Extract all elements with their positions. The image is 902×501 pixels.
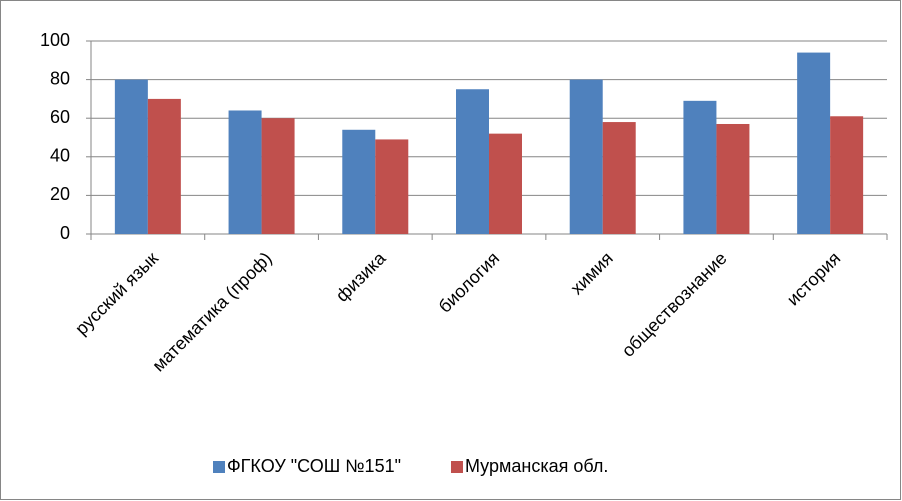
legend-label: Мурманская обл.: [465, 456, 608, 476]
bar: [683, 100, 717, 234]
y-tick-label: 100: [40, 30, 70, 50]
bar: [456, 89, 489, 234]
y-tick-label: 20: [50, 184, 70, 204]
bar: [602, 122, 636, 234]
bar: [114, 79, 148, 234]
legend-label: ФГКОУ "СОШ №151": [227, 456, 401, 476]
bar: [261, 118, 295, 234]
legend-swatch: [213, 461, 225, 473]
bar: [716, 123, 750, 234]
legend-swatch: [450, 461, 463, 473]
y-tick-label: 0: [60, 223, 70, 243]
y-tick-label: 80: [50, 68, 70, 88]
bar: [228, 110, 262, 234]
bar: [375, 139, 409, 234]
y-tick-label: 60: [50, 107, 70, 127]
bar: [830, 116, 864, 234]
bar: [569, 79, 603, 234]
bar: [797, 52, 831, 234]
y-tick-label: 40: [50, 146, 70, 166]
bar: [342, 129, 376, 234]
bar: [489, 133, 522, 234]
bar: [147, 98, 181, 235]
